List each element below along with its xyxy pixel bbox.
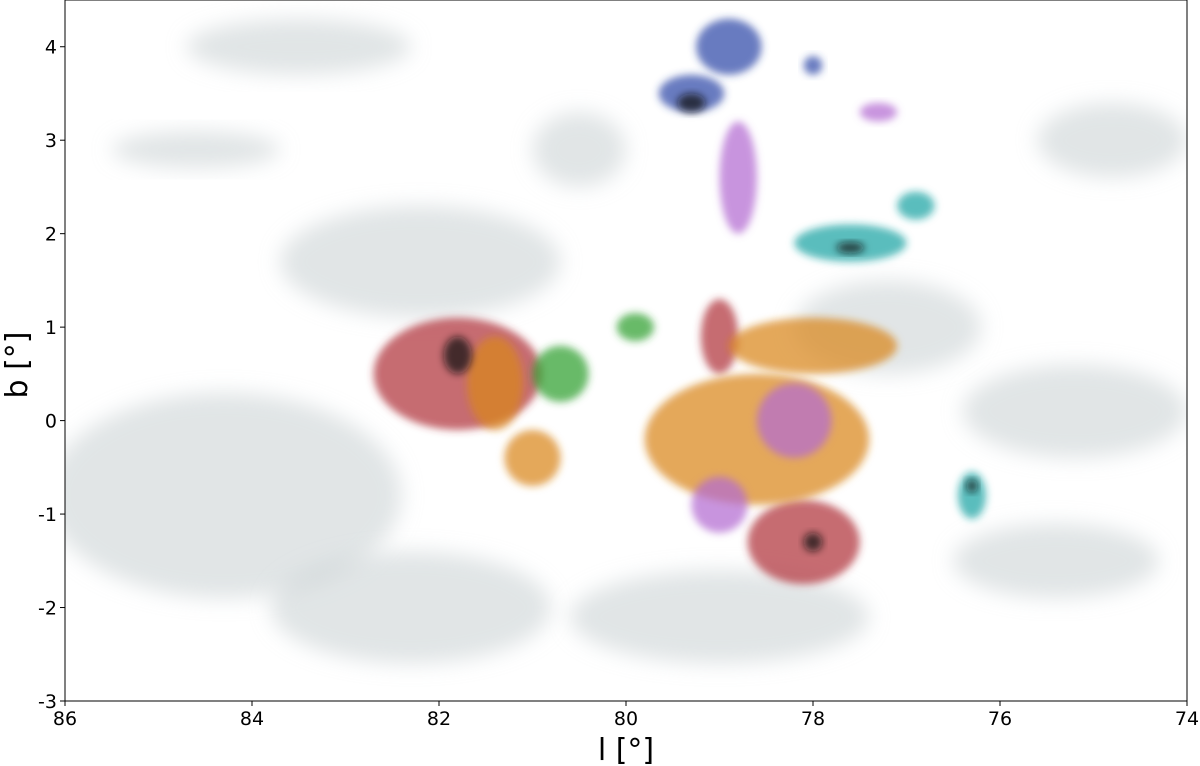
x-tick-label: 76 bbox=[988, 708, 1012, 730]
background-emission-region bbox=[111, 130, 281, 169]
emission-component bbox=[836, 242, 865, 254]
x-tick-label: 82 bbox=[427, 708, 451, 730]
background-emission-region bbox=[1037, 102, 1187, 178]
emission-component bbox=[859, 102, 898, 122]
background-emission-region bbox=[186, 18, 411, 75]
emission-series bbox=[658, 18, 823, 113]
emission-component bbox=[616, 313, 655, 342]
emission-component bbox=[957, 472, 986, 519]
y-tick-label: -1 bbox=[38, 504, 57, 526]
emission-component bbox=[467, 336, 524, 430]
x-tick-label: 84 bbox=[240, 708, 264, 730]
background-emission-region bbox=[65, 392, 402, 599]
y-tick-label: 2 bbox=[45, 224, 57, 246]
x-axis: 86 84 82 80 78 76 74 bbox=[53, 701, 1199, 730]
emission-component bbox=[897, 191, 935, 220]
emission-component bbox=[504, 429, 561, 487]
emission-component bbox=[443, 336, 472, 374]
emission-component bbox=[719, 121, 757, 234]
y-axis-label: b [°] bbox=[0, 332, 35, 399]
background-emission-region bbox=[953, 523, 1159, 599]
y-axis: -3 -2 -1 0 1 2 3 4 bbox=[38, 37, 65, 713]
y-tick-label: 3 bbox=[45, 130, 57, 152]
x-tick-label: 74 bbox=[1175, 708, 1199, 730]
background-emission-region bbox=[280, 205, 561, 318]
emission-series-layer bbox=[373, 18, 986, 585]
x-axis-label: l [°] bbox=[598, 733, 654, 766]
emission-component bbox=[696, 18, 762, 75]
y-tick-label: 1 bbox=[45, 317, 57, 339]
emission-component bbox=[728, 317, 898, 374]
emission-series bbox=[532, 313, 655, 402]
y-tick-label: -2 bbox=[38, 598, 57, 620]
background-emission-region bbox=[532, 112, 626, 187]
background-emission-region bbox=[569, 570, 870, 664]
emission-component bbox=[700, 299, 739, 374]
background-emission-layer bbox=[65, 18, 1187, 664]
x-tick-label: 80 bbox=[614, 708, 638, 730]
emission-component bbox=[644, 373, 870, 505]
emission-component bbox=[756, 383, 832, 458]
background-emission-region bbox=[962, 364, 1187, 458]
emission-series bbox=[794, 191, 986, 519]
emission-component bbox=[966, 479, 978, 493]
emission-series bbox=[443, 93, 978, 552]
emission-component bbox=[677, 93, 706, 113]
emission-component bbox=[803, 532, 823, 552]
emission-component bbox=[803, 56, 823, 75]
y-tick-label: 4 bbox=[45, 37, 57, 59]
x-tick-label: 86 bbox=[53, 708, 77, 730]
emission-component bbox=[691, 476, 748, 533]
background-emission-region bbox=[270, 551, 552, 664]
y-tick-label: 0 bbox=[45, 411, 57, 433]
emission-series bbox=[691, 102, 898, 533]
emission-component bbox=[658, 74, 725, 113]
y-tick-label: -3 bbox=[38, 691, 57, 713]
x-tick-label: 78 bbox=[801, 708, 825, 730]
emission-component bbox=[532, 345, 589, 402]
